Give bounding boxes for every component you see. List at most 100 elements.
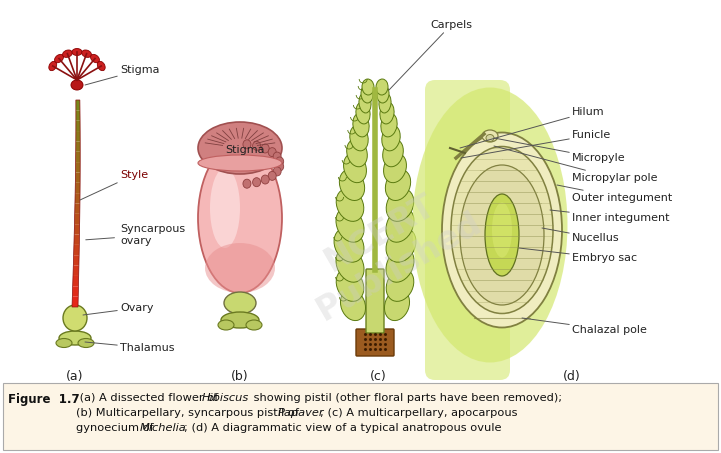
Text: Inner integument: Inner integument [550, 210, 670, 223]
Ellipse shape [224, 292, 256, 314]
Polygon shape [76, 111, 80, 120]
Ellipse shape [243, 140, 251, 149]
Ellipse shape [380, 102, 394, 124]
Ellipse shape [377, 85, 389, 103]
Ellipse shape [382, 125, 400, 151]
Ellipse shape [376, 79, 388, 95]
Text: Micropylar pole: Micropylar pole [494, 146, 658, 183]
Ellipse shape [442, 132, 562, 328]
Polygon shape [76, 141, 80, 152]
Ellipse shape [72, 48, 82, 56]
Text: (a): (a) [66, 370, 84, 383]
Ellipse shape [383, 139, 403, 167]
Polygon shape [74, 255, 79, 265]
Ellipse shape [63, 50, 72, 58]
Polygon shape [73, 265, 79, 276]
Ellipse shape [246, 320, 262, 330]
Ellipse shape [350, 125, 368, 151]
FancyBboxPatch shape [425, 80, 510, 380]
Polygon shape [76, 120, 80, 131]
Ellipse shape [273, 167, 281, 176]
Ellipse shape [55, 54, 63, 63]
Text: (c): (c) [370, 370, 386, 383]
Ellipse shape [379, 93, 391, 113]
Text: Syncarpous
ovary: Syncarpous ovary [86, 224, 185, 246]
Ellipse shape [198, 122, 282, 174]
Text: Embryo sac: Embryo sac [519, 248, 637, 263]
Ellipse shape [275, 162, 283, 171]
Text: Chalazal pole: Chalazal pole [522, 318, 647, 335]
Text: (a) A dissected flower of: (a) A dissected flower of [76, 393, 222, 403]
Text: Hilum: Hilum [460, 107, 605, 148]
Ellipse shape [482, 130, 498, 142]
Ellipse shape [198, 155, 282, 171]
Ellipse shape [362, 79, 374, 95]
Text: (b) Multicarpellary, syncarpous pistil of: (b) Multicarpellary, syncarpous pistil o… [76, 408, 303, 418]
Ellipse shape [384, 153, 407, 183]
Ellipse shape [210, 168, 240, 248]
Ellipse shape [336, 248, 364, 282]
Polygon shape [76, 152, 80, 162]
Ellipse shape [49, 61, 57, 71]
Text: Funicle: Funicle [461, 130, 611, 158]
Text: Carpels: Carpels [389, 20, 472, 90]
Ellipse shape [359, 93, 371, 113]
Polygon shape [75, 203, 80, 214]
Ellipse shape [252, 178, 260, 187]
Text: Stigma: Stigma [225, 145, 265, 155]
Ellipse shape [492, 202, 512, 257]
Text: showing pistil (other floral parts have been removed);: showing pistil (other floral parts have … [250, 393, 562, 403]
Polygon shape [72, 297, 79, 307]
Polygon shape [74, 245, 79, 255]
Text: Michelia: Michelia [140, 423, 187, 433]
Ellipse shape [386, 228, 416, 262]
Ellipse shape [97, 61, 105, 71]
Polygon shape [74, 235, 79, 245]
Ellipse shape [268, 171, 276, 180]
Ellipse shape [486, 135, 494, 141]
Polygon shape [75, 193, 80, 203]
Text: Ovary: Ovary [83, 303, 154, 315]
Ellipse shape [336, 208, 364, 242]
Ellipse shape [451, 146, 553, 313]
FancyBboxPatch shape [366, 269, 384, 333]
Ellipse shape [198, 143, 282, 293]
FancyBboxPatch shape [356, 329, 394, 356]
Ellipse shape [273, 152, 281, 161]
Ellipse shape [205, 243, 275, 293]
Polygon shape [76, 131, 80, 141]
Text: ; (c) A multicarpellary, apocarpous: ; (c) A multicarpellary, apocarpous [320, 408, 518, 418]
Text: Micropyle: Micropyle [494, 138, 626, 163]
Polygon shape [76, 100, 80, 111]
Polygon shape [74, 224, 79, 235]
Polygon shape [76, 162, 80, 173]
Ellipse shape [340, 289, 366, 321]
Polygon shape [74, 214, 80, 224]
Ellipse shape [336, 269, 364, 301]
Ellipse shape [386, 269, 414, 301]
Ellipse shape [344, 153, 366, 183]
Polygon shape [72, 286, 79, 297]
Ellipse shape [218, 320, 234, 330]
Ellipse shape [78, 338, 94, 347]
Ellipse shape [386, 208, 414, 242]
Ellipse shape [221, 312, 259, 328]
Polygon shape [75, 183, 80, 193]
Ellipse shape [91, 54, 99, 63]
Ellipse shape [63, 305, 87, 331]
Text: NCERT
Published: NCERT Published [292, 173, 488, 327]
Text: Papaver: Papaver [278, 408, 324, 418]
Ellipse shape [386, 188, 414, 222]
Ellipse shape [356, 102, 370, 124]
Ellipse shape [353, 113, 369, 137]
Text: Nucellus: Nucellus [542, 228, 619, 243]
Ellipse shape [261, 144, 269, 153]
Ellipse shape [412, 87, 567, 362]
Ellipse shape [71, 80, 83, 90]
FancyBboxPatch shape [3, 383, 718, 450]
Ellipse shape [386, 248, 414, 282]
Ellipse shape [485, 194, 519, 276]
Ellipse shape [81, 50, 92, 58]
Text: Hibiscus: Hibiscus [202, 393, 249, 403]
Ellipse shape [56, 338, 72, 347]
